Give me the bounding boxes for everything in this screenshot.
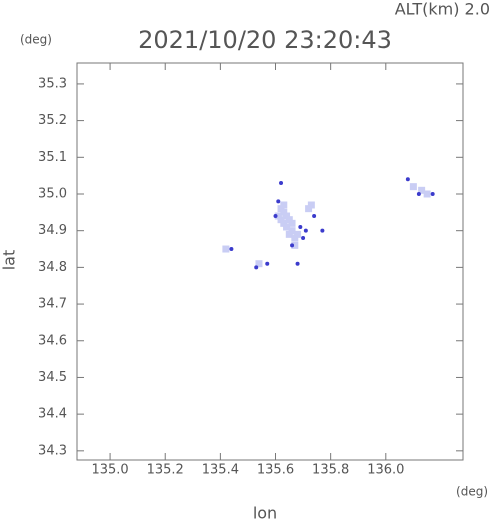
echo-point [285, 216, 293, 224]
x-unit: (deg) [456, 485, 488, 499]
altitude-annotation: ALT(km) 2.0 [395, 0, 490, 19]
echo-point [280, 208, 288, 216]
echo-point [416, 191, 421, 196]
echo-point [255, 260, 263, 268]
echo-point [265, 261, 270, 266]
y-tick-label: 35.2 [38, 113, 67, 128]
y-tick-label: 35.1 [38, 150, 67, 165]
echo-point [430, 191, 435, 196]
y-tick-label: 34.5 [38, 370, 67, 385]
echo-point [283, 212, 291, 220]
echo-point [277, 205, 285, 213]
chart-title: 2021/10/20 23:20:43 [138, 26, 392, 54]
echo-point [405, 177, 410, 182]
echo-point [277, 216, 285, 224]
echo-point [409, 183, 417, 191]
echo-point [285, 230, 293, 238]
y-tick-label: 34.6 [38, 333, 67, 348]
x-tick-label: 135.8 [312, 463, 349, 478]
y-tick-label: 34.7 [38, 297, 67, 312]
y-unit: (deg) [20, 33, 52, 47]
echo-point [294, 230, 302, 238]
echo-point [295, 261, 300, 266]
x-tick-label: 135.2 [147, 463, 184, 478]
y-axis-label: lat [0, 250, 19, 271]
echo-point [279, 180, 284, 185]
y-tick-label: 34.3 [38, 443, 67, 458]
x-tick-label: 135.4 [202, 463, 239, 478]
echo-point [418, 186, 426, 194]
echo-point [222, 245, 230, 253]
x-tick-label: 135.0 [91, 463, 128, 478]
echo-point [290, 243, 295, 248]
y-tick-label: 35.0 [38, 186, 67, 201]
echo-point [303, 228, 308, 233]
echo-point [283, 223, 291, 231]
echo-point [305, 205, 313, 213]
echo-point [274, 212, 282, 220]
y-tick-label: 34.8 [38, 260, 67, 275]
x-tick-label: 135.6 [257, 463, 294, 478]
echo-point [301, 236, 306, 241]
y-tick-label: 35.3 [38, 76, 67, 91]
echo-point [280, 219, 288, 227]
echo-point [280, 201, 288, 209]
y-tick-label: 34.9 [38, 223, 67, 238]
echo-point [423, 190, 431, 198]
echo-point [307, 201, 315, 209]
plot-frame [76, 62, 464, 461]
y-tick-label: 34.4 [38, 407, 67, 422]
echo-point [298, 225, 303, 230]
echo-point [312, 214, 317, 219]
echo-point [273, 214, 278, 219]
echo-point [288, 219, 296, 227]
echo-point [320, 228, 325, 233]
echo-point [291, 234, 299, 242]
echo-point [291, 241, 299, 249]
x-tick-label: 136.0 [367, 463, 404, 478]
echo-point [229, 247, 234, 252]
echo-point [254, 265, 259, 270]
echo-point [276, 199, 281, 204]
x-axis-label: lon [253, 504, 277, 521]
echo-point [288, 227, 296, 235]
